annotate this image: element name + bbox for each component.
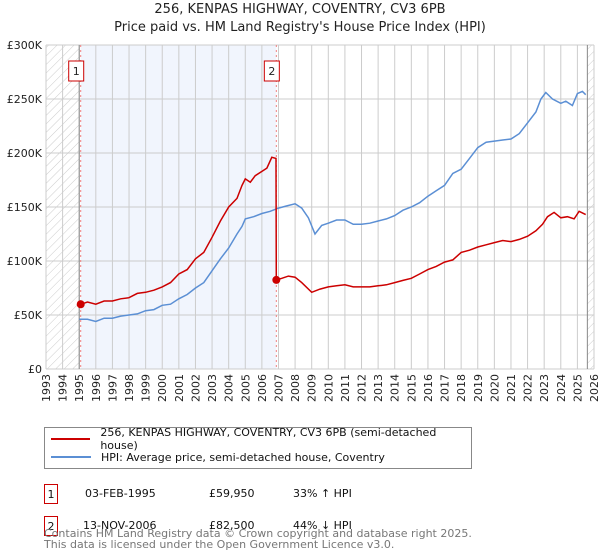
x-tick-label: 1995	[73, 374, 86, 402]
x-tick-label: 2021	[505, 374, 518, 402]
x-tick-label: 1996	[90, 374, 103, 402]
sale-label-box	[68, 60, 85, 82]
y-tick-label: £0	[28, 363, 42, 376]
x-tick-label: 2000	[156, 374, 169, 402]
sale-row: 1 03-FEB-1995 £59,950 33% ↑ HPI	[44, 484, 444, 504]
x-tick-label: 2014	[389, 374, 402, 402]
x-tick-label: 2016	[422, 374, 435, 402]
y-tick-label: £200K	[7, 147, 43, 160]
legend-label: 256, KENPAS HIGHWAY, COVENTRY, CV3 6PB (…	[100, 426, 437, 452]
sale-date: 13-NOV-2006	[83, 519, 157, 532]
y-tick-label: £300K	[7, 39, 43, 52]
legend-item-hpi: HPI: Average price, semi-detached house,…	[51, 449, 385, 465]
x-tick-label: 2002	[189, 374, 202, 402]
x-tick-label: 2026	[588, 374, 600, 402]
legend-item-property: 256, KENPAS HIGHWAY, COVENTRY, CV3 6PB (…	[51, 426, 471, 452]
blue-line-swatch	[51, 456, 91, 458]
x-tick-label: 2017	[439, 374, 452, 402]
x-tick-label: 2013	[372, 374, 385, 402]
x-tick-label: 1993	[40, 374, 53, 402]
sale-label: 2	[268, 65, 275, 78]
x-tick-label: 1998	[123, 374, 136, 402]
x-tick-label: 2023	[538, 374, 551, 402]
x-tick-label: 2007	[272, 374, 285, 402]
x-tick-label: 2019	[472, 374, 485, 402]
y-tick-label: £150K	[7, 201, 43, 214]
y-tick-label: £250K	[7, 93, 43, 106]
sale-marker-badge: 2	[44, 516, 58, 536]
legend-label: HPI: Average price, semi-detached house,…	[101, 450, 385, 464]
sale-label: 1	[73, 65, 80, 78]
sale-point	[76, 300, 85, 309]
chart-title: 256, KENPAS HIGHWAY, COVENTRY, CV3 6PB	[154, 2, 446, 17]
hpi-line	[79, 90, 587, 323]
x-tick-label: 2015	[405, 374, 418, 402]
x-tick-label: 2022	[522, 374, 535, 402]
sale-date: 03-FEB-1995	[85, 487, 156, 500]
x-tick-label: 2018	[455, 374, 468, 402]
red-line-swatch	[51, 438, 91, 440]
price-paid-line	[80, 156, 587, 306]
y-tick-label: £100K	[7, 255, 43, 268]
x-tick-label: 2025	[571, 374, 584, 402]
price-chart: 1993 1994 1995 1996 1997 1998 1999 2000 2001 2002…	[7, 39, 600, 402]
sale-label-box	[263, 60, 280, 82]
x-tick-label: 2012	[356, 374, 369, 402]
x-tick-label: 2004	[223, 374, 236, 402]
sale-hpi-diff: 33% ↑ HPI	[293, 487, 352, 500]
x-tick-label: 1997	[106, 374, 119, 402]
y-tick-label: £50K	[14, 309, 43, 322]
x-tick-label: 2008	[289, 374, 302, 402]
x-tick-label: 2009	[306, 374, 319, 402]
footer-copyright: Contains HM Land Registry data © Crown c…	[44, 527, 472, 540]
x-tick-label: 2010	[322, 374, 335, 402]
x-tick-label: 2006	[256, 374, 269, 402]
sale-price: £59,950	[209, 487, 255, 500]
sale-hpi-diff: 44% ↓ HPI	[293, 519, 352, 532]
chart-subtitle: Price paid vs. HM Land Registry's House …	[114, 20, 486, 35]
x-tick-label: 1994	[57, 374, 70, 402]
x-tick-label: 2005	[239, 374, 252, 402]
footer-licence: This data is licensed under the Open Gov…	[44, 538, 395, 551]
sale-price: £82,500	[209, 519, 255, 532]
footer: Contains HM Land Registry data © Crown c…	[44, 528, 472, 550]
sale-marker-badge: 1	[44, 484, 58, 504]
x-tick-label: 2003	[206, 374, 219, 402]
x-tick-label: 2001	[173, 374, 186, 402]
sale-row: 2 13-NOV-2006 £82,500 44% ↓ HPI	[44, 516, 444, 536]
sale-point	[272, 275, 281, 284]
x-tick-label: 2020	[488, 374, 501, 402]
x-tick-label: 2011	[339, 374, 352, 402]
legend: 256, KENPAS HIGHWAY, COVENTRY, CV3 6PB (…	[44, 426, 472, 469]
x-tick-label: 2024	[555, 374, 568, 402]
x-tick-label: 1999	[140, 374, 153, 402]
